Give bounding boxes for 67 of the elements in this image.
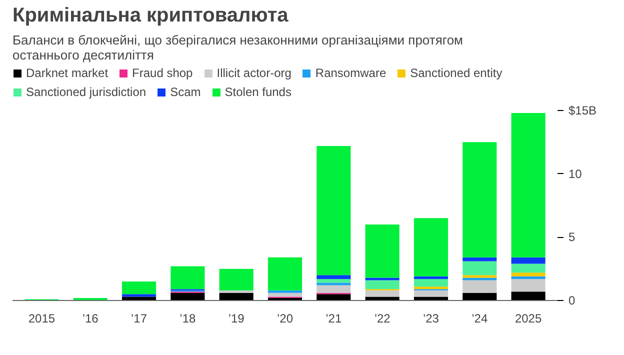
bar [170,292,205,300]
bar [268,290,302,293]
bar [511,272,546,276]
bar [414,278,448,287]
bar [316,278,351,283]
bar [316,146,351,276]
x-tick-label: ’21 [326,312,342,326]
bar [462,257,497,262]
bar [170,266,205,290]
bar [316,285,351,293]
bar [462,280,497,293]
x-tick-label: ’17 [131,312,148,326]
legend-label: Illicit actor-org [216,66,292,80]
x-tick-label: ’19 [228,312,245,326]
bar [414,290,448,297]
bar [414,276,448,279]
legend-label: Ransomware [315,66,386,80]
bar [219,268,254,290]
bar [414,286,448,290]
bar [511,113,546,258]
bar [365,278,400,280]
bar [365,280,400,290]
bar [365,224,400,278]
bar [219,292,254,300]
x-tick-label: ’20 [276,312,294,326]
bar [462,261,497,276]
legend-label: Fraud shop [132,66,193,80]
chart-subtitle: Баланси в блокчейні, що зберігалися незаконними організаціями протягом останнього десятиліття [12,32,464,62]
bar [414,218,448,276]
x-tick-label: ’18 [180,312,196,326]
bar [365,290,400,297]
legend-label: Darknet market [26,66,108,80]
x-tick-label: 2025 [514,312,542,326]
bar [462,142,497,258]
bar [511,276,546,279]
bar [511,257,546,264]
bar [462,292,497,300]
bar [414,296,448,300]
bar [316,282,351,286]
bar [462,278,497,280]
legend-label: Sanctioned jurisdiction [26,85,146,99]
legend-label: Stolen funds [224,85,292,99]
bar [122,282,156,294]
bar [511,292,546,300]
bar [511,278,546,292]
bar [268,257,302,290]
bar [122,294,156,297]
bar [365,296,400,300]
x-tick-label: ’24 [472,312,488,326]
x-tick-label: 2015 [28,312,56,326]
bar [511,264,546,273]
bar [316,294,351,300]
bar [122,296,156,300]
y-tick-label: 0 [568,294,576,308]
bar [316,275,351,279]
y-tick-label: 5 [568,230,576,244]
chart-title: Кримінальна криптовалюта [12,4,290,26]
x-tick-label: ’23 [422,312,440,326]
bar [268,292,302,297]
bar [219,290,254,293]
bar [462,275,497,278]
y-tick-label: $15B [568,104,597,118]
y-tick-label: 10 [568,166,582,181]
x-tick-label: ’16 [82,312,99,326]
legend-label: Sanctioned entity [410,66,502,80]
x-tick-label: ’22 [374,312,391,326]
legend-label: Scam [170,85,201,99]
